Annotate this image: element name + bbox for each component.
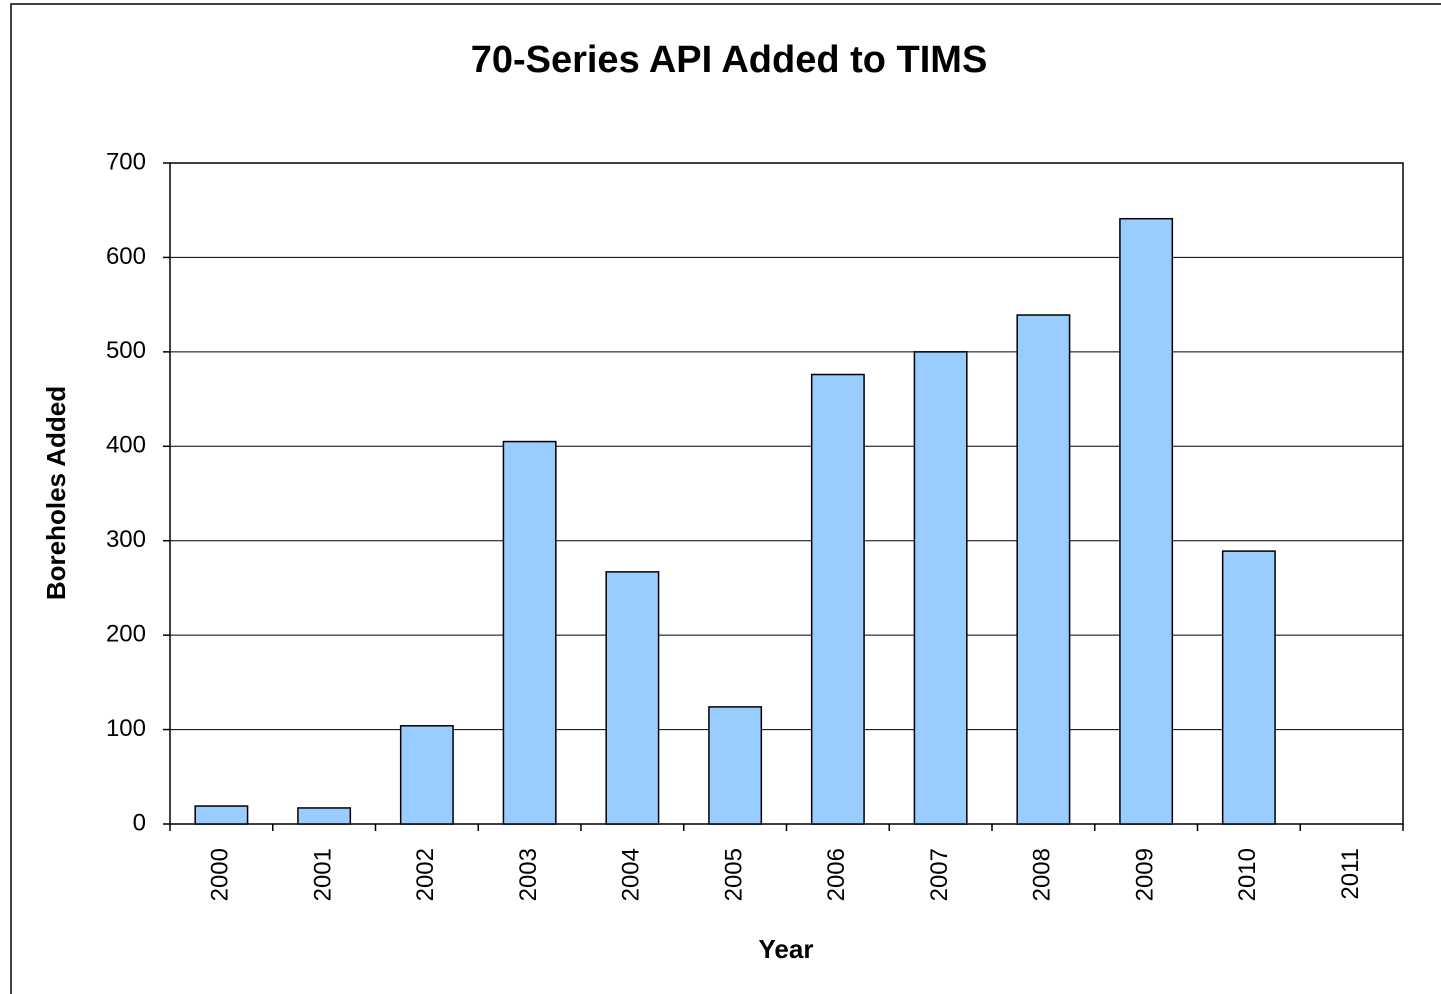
y-tick-label: 500: [106, 337, 146, 364]
y-tick-label: 400: [106, 432, 146, 459]
x-tick-label: 2005: [720, 848, 747, 901]
x-tick-label: 2007: [926, 848, 953, 901]
x-tick-label: 2009: [1131, 848, 1158, 901]
bar: [1221, 550, 1276, 825]
bar: [194, 805, 249, 825]
x-axis-title: Year: [759, 934, 814, 964]
bar: [605, 571, 660, 825]
bar: [1119, 217, 1174, 825]
bar: [810, 373, 865, 825]
chart-title: 70-Series API Added to TIMS: [471, 39, 988, 81]
bar: [502, 440, 557, 825]
chart-frame: [10, 3, 1441, 994]
y-tick-label: 200: [106, 620, 146, 647]
bar: [399, 725, 454, 825]
x-tick-label: 2002: [412, 848, 439, 901]
plot-frame: [169, 162, 1404, 825]
x-tick-label: 2011: [1337, 848, 1364, 900]
y-tick-label: 600: [106, 243, 146, 270]
y-tick-label: 300: [106, 526, 146, 553]
x-tick-label: 2010: [1234, 848, 1261, 901]
x-tick-label: 2008: [1029, 848, 1056, 901]
bar: [297, 807, 352, 825]
y-tick-label: 700: [106, 148, 146, 175]
x-tick-label: 2000: [207, 848, 234, 901]
x-tick-label: 2006: [823, 848, 850, 901]
x-tick-label: 2004: [618, 848, 645, 901]
x-tick-label: 2003: [515, 848, 542, 901]
x-tick-label: 2001: [309, 848, 336, 901]
bar: [1016, 314, 1071, 825]
y-tick-label: 100: [106, 715, 146, 742]
y-tick-label: 0: [133, 809, 146, 836]
bar: [708, 706, 763, 825]
y-axis-title: Boreholes Added: [41, 386, 71, 600]
bar: [913, 351, 968, 825]
